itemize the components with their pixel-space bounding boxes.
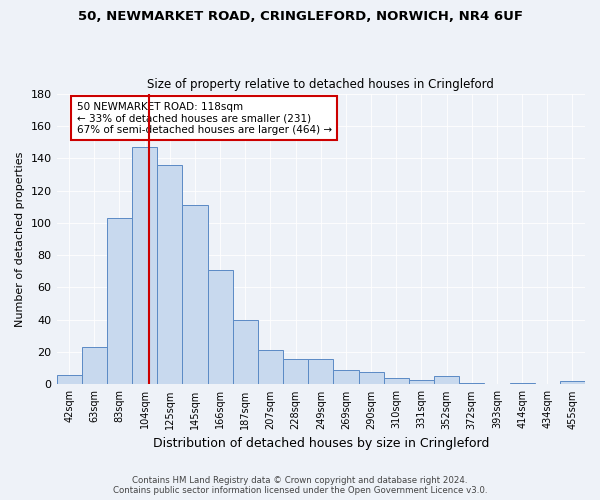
Bar [308, 358, 334, 384]
Bar [509, 383, 535, 384]
Bar [434, 376, 459, 384]
Bar [56, 374, 82, 384]
Text: 50 NEWMARKET ROAD: 118sqm
← 33% of detached houses are smaller (231)
67% of semi: 50 NEWMARKET ROAD: 118sqm ← 33% of detac… [77, 102, 332, 135]
Bar [409, 380, 434, 384]
Bar [383, 378, 409, 384]
Bar [283, 358, 308, 384]
Bar [334, 370, 359, 384]
Bar [208, 270, 233, 384]
Title: Size of property relative to detached houses in Cringleford: Size of property relative to detached ho… [148, 78, 494, 91]
Bar [82, 348, 107, 385]
Bar [459, 383, 484, 384]
Text: 50, NEWMARKET ROAD, CRINGLEFORD, NORWICH, NR4 6UF: 50, NEWMARKET ROAD, CRINGLEFORD, NORWICH… [77, 10, 523, 23]
Bar [359, 372, 383, 384]
Bar [560, 381, 585, 384]
Y-axis label: Number of detached properties: Number of detached properties [15, 152, 25, 326]
Bar [258, 350, 283, 384]
Bar [182, 205, 208, 384]
Bar [157, 164, 182, 384]
Bar [233, 320, 258, 384]
X-axis label: Distribution of detached houses by size in Cringleford: Distribution of detached houses by size … [152, 437, 489, 450]
Bar [132, 147, 157, 384]
Bar [107, 218, 132, 384]
Text: Contains HM Land Registry data © Crown copyright and database right 2024.
Contai: Contains HM Land Registry data © Crown c… [113, 476, 487, 495]
